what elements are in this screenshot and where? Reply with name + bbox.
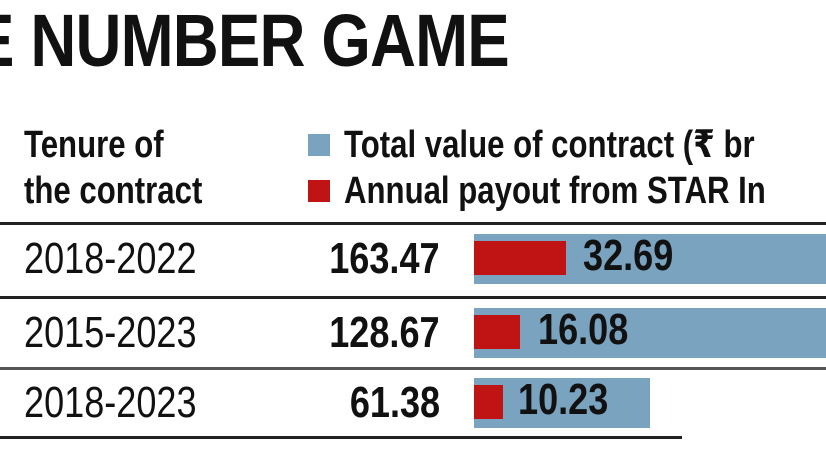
legend-swatch-annual-icon: [308, 180, 330, 202]
tenure-header-line1: Tenure of: [24, 124, 164, 166]
bar-annual-label: 10.23: [518, 375, 609, 424]
row-total-value: 61.38: [349, 378, 440, 427]
legend-item-annual: Annual payout from STAR In: [308, 168, 826, 214]
tenure-column-header: Tenure of the contract: [24, 122, 202, 214]
row-tenure: 2018-2022: [24, 234, 197, 283]
tenure-header-line2: the contract: [24, 170, 203, 212]
row-divider: [0, 296, 826, 299]
row-tenure: 2015-2023: [24, 308, 197, 357]
chart-title: E NUMBER GAME: [0, 0, 510, 82]
table-bottom-rule: [0, 436, 682, 439]
row-divider: [0, 367, 826, 370]
bar-annual-label: 32.69: [583, 231, 674, 280]
bar-total: [474, 378, 650, 428]
bar-total: [474, 308, 826, 358]
table-row: 2018-2023 61.38 10.23: [0, 370, 826, 438]
table-row: 2015-2023 128.67 16.08: [0, 300, 826, 368]
row-tenure: 2018-2023: [24, 378, 197, 427]
header-divider: [0, 222, 826, 225]
legend-swatch-total-icon: [308, 134, 330, 156]
bar-annual: [474, 241, 566, 275]
legend-item-total: Total value of contract (₹ br: [308, 122, 826, 168]
legend: Total value of contract (₹ br Annual pay…: [308, 122, 826, 214]
row-total-value: 163.47: [329, 234, 440, 283]
legend-label-total: Total value of contract (₹ br: [344, 124, 755, 166]
bar-annual-label: 16.08: [538, 305, 629, 354]
row-total-value: 128.67: [329, 308, 440, 357]
table-row: 2018-2022 163.47 32.69: [0, 226, 826, 294]
legend-label-annual: Annual payout from STAR In: [344, 170, 766, 212]
bar-annual: [474, 385, 503, 419]
bar-annual: [474, 315, 520, 349]
